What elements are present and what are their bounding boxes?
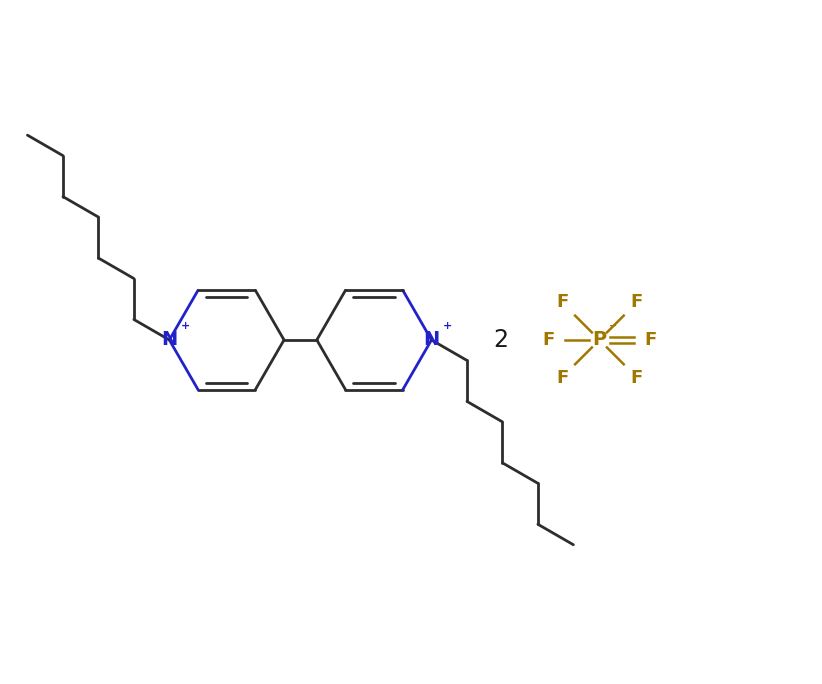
- Text: N: N: [161, 330, 178, 350]
- Text: −: −: [609, 321, 617, 331]
- Text: F: F: [556, 369, 569, 387]
- Text: F: F: [556, 293, 569, 311]
- Text: P: P: [593, 330, 607, 350]
- Text: +: +: [443, 321, 452, 331]
- Text: F: F: [630, 293, 642, 311]
- Text: +: +: [181, 321, 191, 331]
- Text: F: F: [630, 369, 642, 387]
- Text: F: F: [543, 331, 555, 349]
- Text: F: F: [644, 331, 656, 349]
- Text: N: N: [423, 330, 440, 350]
- Text: 2: 2: [493, 328, 509, 352]
